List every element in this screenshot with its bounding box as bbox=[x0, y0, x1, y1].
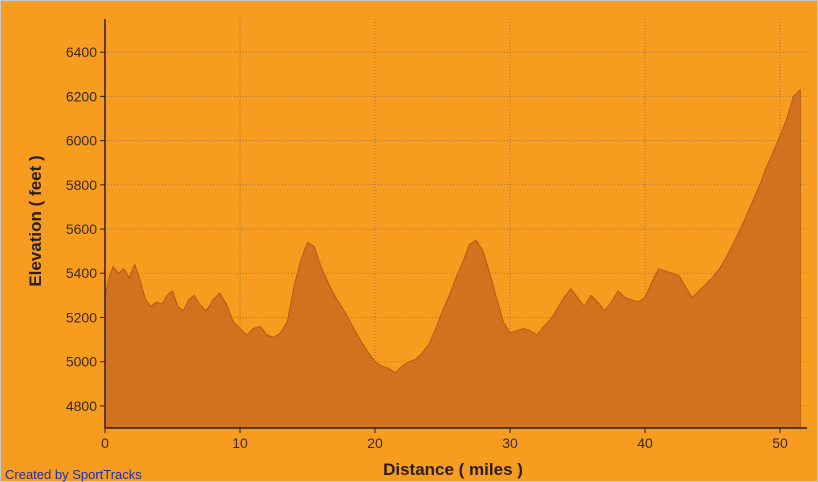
x-tick-label-50: 50 bbox=[772, 435, 788, 451]
y-tick-label-4800: 4800 bbox=[66, 398, 97, 414]
y-tick-label-5400: 5400 bbox=[66, 265, 97, 281]
y-tick-label-5800: 5800 bbox=[66, 177, 97, 193]
y-tick-label-6000: 6000 bbox=[66, 133, 97, 149]
y-tick-label-5600: 5600 bbox=[66, 221, 97, 237]
x-tick-label-10: 10 bbox=[232, 435, 248, 451]
area-layer bbox=[104, 88, 801, 429]
axis-layer bbox=[104, 19, 807, 429]
elevation-area bbox=[104, 88, 801, 429]
created-by-credit: Created by SportTracks bbox=[5, 467, 142, 482]
y-tick-label-5000: 5000 bbox=[66, 354, 97, 370]
x-tick-label-30: 30 bbox=[502, 435, 518, 451]
y-tick-label-6400: 6400 bbox=[66, 44, 97, 60]
y-tick-label-5200: 5200 bbox=[66, 309, 97, 325]
x-tick-label-40: 40 bbox=[637, 435, 653, 451]
y-axis-title: Elevation ( feet ) bbox=[26, 155, 45, 286]
x-tick-label-0: 0 bbox=[101, 435, 109, 451]
x-tick-label-20: 20 bbox=[367, 435, 383, 451]
tick-layer: 4800 5000 5200 5400 5600 5800 6000 6200 6400 0 10 2… bbox=[66, 44, 788, 451]
x-axis-title: Distance ( miles ) bbox=[383, 460, 523, 479]
y-tick-label-6200: 6200 bbox=[66, 88, 97, 104]
